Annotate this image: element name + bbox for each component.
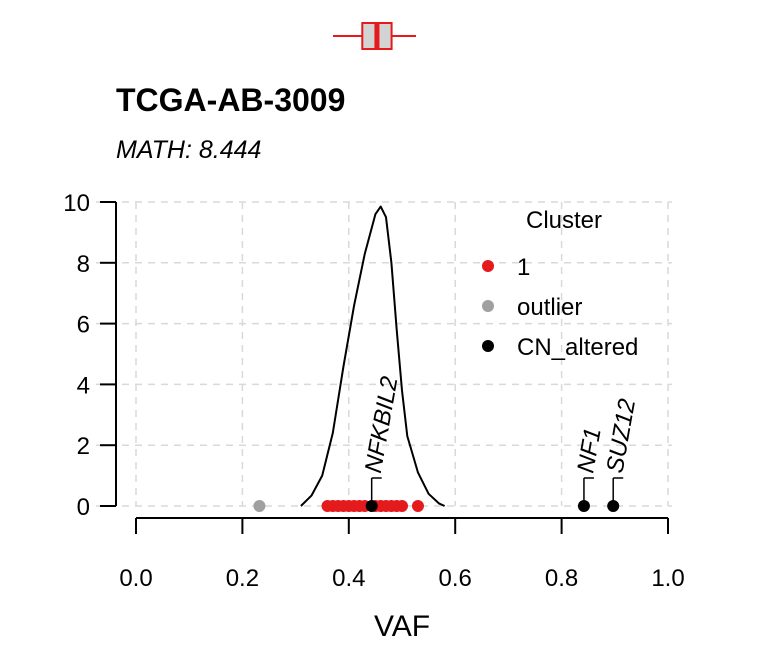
x-tick-label: 1.0 <box>651 565 684 592</box>
data-point-outlier <box>253 500 266 512</box>
x-axis-label: VAF <box>374 610 430 643</box>
legend-label: 1 <box>517 254 530 281</box>
legend-label: outlier <box>517 294 582 321</box>
legend-marker <box>482 260 494 272</box>
y-tick-label: 8 <box>77 251 90 278</box>
legend-marker <box>482 300 494 312</box>
x-tick-label: 0.2 <box>226 565 259 592</box>
data-point-1 <box>411 500 424 512</box>
chart-subtitle: MATH: 8.444 <box>116 136 262 164</box>
y-tick-label: 4 <box>77 372 90 399</box>
x-tick-label: 0.0 <box>119 565 152 592</box>
y-tick-label: 10 <box>63 190 90 217</box>
x-tick-label: 0.4 <box>332 565 365 592</box>
x-tick-label: 0.8 <box>545 565 578 592</box>
legend-marker <box>482 340 494 352</box>
chart-title: TCGA-AB-3009 <box>116 82 346 118</box>
x-tick-label: 0.6 <box>439 565 472 592</box>
legend-label: CN_altered <box>517 334 638 361</box>
y-tick-label: 0 <box>77 494 90 521</box>
gene-label: SUZ12 <box>602 397 642 475</box>
y-tick-label: 2 <box>77 433 90 460</box>
y-tick-label: 6 <box>77 312 90 339</box>
legend-title: Cluster <box>526 207 602 234</box>
density-curve <box>300 205 446 507</box>
gene-label: NFKBIL2 <box>360 374 403 475</box>
data-point-1 <box>396 500 408 512</box>
